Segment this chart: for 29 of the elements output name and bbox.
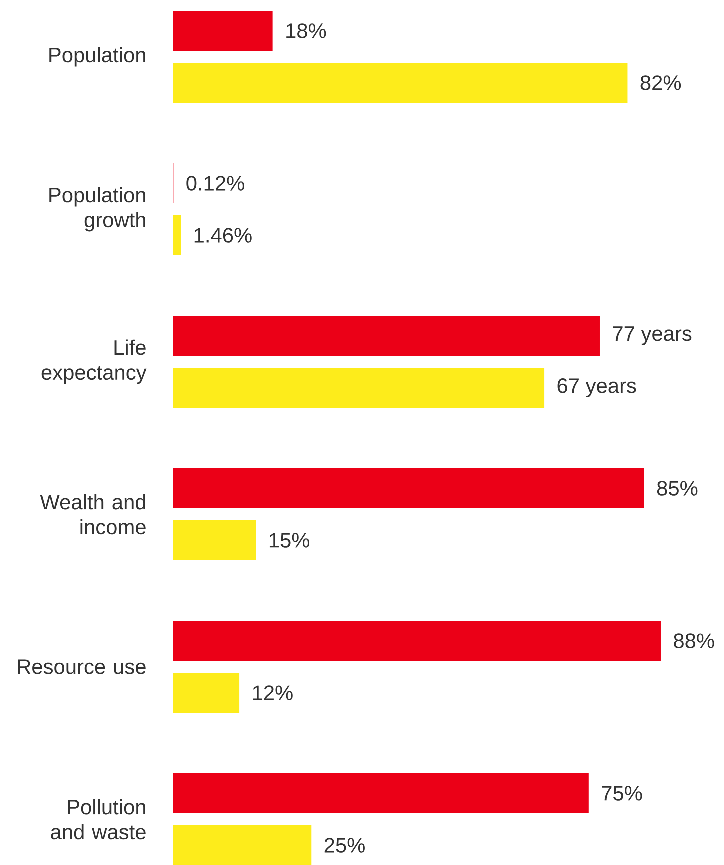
data-label: 85%	[657, 481, 698, 496]
y-tick-label: Population growth	[50, 187, 146, 232]
data-label: 18%	[286, 24, 326, 38]
y-tick-label: Life expectancy	[42, 340, 147, 384]
bar	[173, 316, 600, 356]
data-label: 12%	[253, 686, 293, 700]
bar	[173, 520, 256, 561]
bar	[173, 774, 589, 814]
bar	[173, 216, 182, 256]
bar	[173, 11, 273, 51]
y-tick-label: Resource use	[18, 660, 146, 674]
data-label: 77 years	[613, 326, 692, 346]
bar	[173, 826, 312, 865]
data-label: 82%	[640, 76, 682, 90]
data-label: 0.12%	[186, 176, 244, 191]
y-tick-label: Wealth and income	[40, 494, 146, 535]
bar	[173, 673, 240, 714]
y-tick-label: Pollution and waste	[51, 799, 146, 840]
bar	[173, 63, 628, 103]
data-label: 67 years	[558, 378, 636, 398]
bar	[173, 621, 661, 662]
data-label: 25%	[324, 838, 365, 853]
data-label: 1.46%	[194, 228, 252, 243]
bar	[173, 468, 644, 509]
bar	[173, 368, 545, 408]
data-label: 15%	[270, 533, 310, 548]
data-label: 88%	[674, 634, 714, 648]
y-tick-label: Population	[50, 47, 146, 67]
data-label: 75%	[602, 786, 642, 801]
